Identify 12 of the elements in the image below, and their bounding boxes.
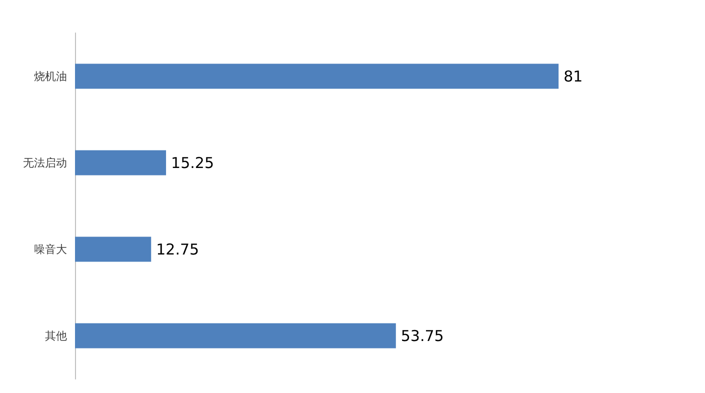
- y-tick-label: 其他: [45, 329, 67, 342]
- bar: [75, 323, 396, 348]
- bar: [75, 64, 559, 89]
- y-tick-label: 无法启动: [23, 156, 67, 170]
- data-label: 81: [564, 67, 583, 86]
- bar: [75, 236, 152, 262]
- data-label: 15.25: [171, 154, 214, 172]
- y-tick-label: 烧机油: [34, 70, 67, 83]
- data-label: 12.75: [156, 240, 200, 258]
- data-label: 53.75: [400, 326, 444, 345]
- y-tick-label: 噪音大: [34, 242, 67, 256]
- bar: [75, 150, 166, 176]
